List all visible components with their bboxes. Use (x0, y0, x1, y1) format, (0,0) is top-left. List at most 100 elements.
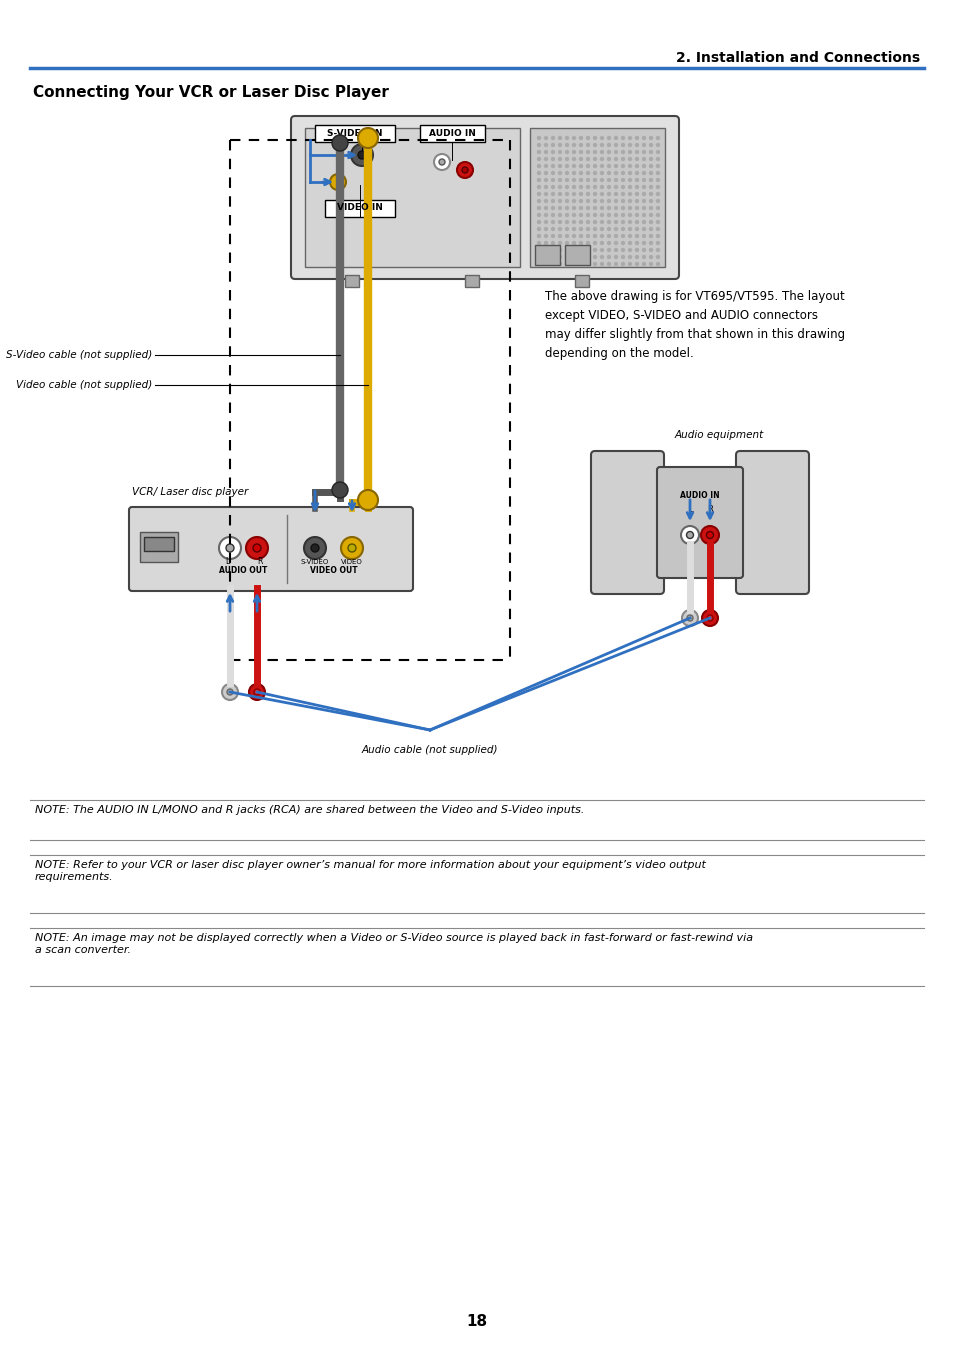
Circle shape (537, 221, 540, 224)
Circle shape (656, 241, 659, 244)
Circle shape (628, 143, 631, 147)
Circle shape (578, 213, 582, 217)
Circle shape (586, 241, 589, 244)
Circle shape (635, 228, 638, 231)
Circle shape (614, 143, 617, 147)
Circle shape (641, 158, 645, 160)
Circle shape (572, 151, 575, 154)
Circle shape (701, 611, 718, 625)
Circle shape (578, 235, 582, 237)
Circle shape (599, 171, 603, 174)
Circle shape (578, 200, 582, 202)
Circle shape (656, 221, 659, 224)
Circle shape (551, 235, 554, 237)
Circle shape (544, 143, 547, 147)
Circle shape (565, 143, 568, 147)
Circle shape (599, 228, 603, 231)
Circle shape (544, 186, 547, 189)
Circle shape (351, 144, 373, 166)
Circle shape (656, 256, 659, 259)
Circle shape (551, 143, 554, 147)
Circle shape (593, 136, 596, 139)
Circle shape (599, 206, 603, 209)
Circle shape (614, 213, 617, 217)
Circle shape (593, 206, 596, 209)
Text: Audio equipment: Audio equipment (675, 430, 763, 439)
Circle shape (544, 158, 547, 160)
Circle shape (599, 263, 603, 266)
Circle shape (565, 151, 568, 154)
Circle shape (434, 154, 450, 170)
Circle shape (656, 143, 659, 147)
Circle shape (607, 248, 610, 252)
Circle shape (593, 200, 596, 202)
Circle shape (628, 263, 631, 266)
Circle shape (607, 186, 610, 189)
Text: Connecting Your VCR or Laser Disc Player: Connecting Your VCR or Laser Disc Player (33, 85, 389, 100)
Circle shape (628, 186, 631, 189)
Circle shape (219, 537, 241, 559)
Circle shape (332, 135, 348, 151)
Circle shape (628, 235, 631, 237)
Circle shape (558, 136, 561, 139)
Circle shape (628, 178, 631, 182)
Circle shape (572, 178, 575, 182)
Circle shape (357, 491, 377, 510)
Circle shape (332, 483, 348, 497)
Circle shape (614, 235, 617, 237)
Circle shape (614, 178, 617, 182)
Circle shape (656, 206, 659, 209)
Circle shape (620, 164, 624, 167)
Circle shape (620, 228, 624, 231)
Circle shape (572, 136, 575, 139)
Text: AUDIO IN: AUDIO IN (679, 491, 720, 500)
Circle shape (593, 256, 596, 259)
Circle shape (565, 235, 568, 237)
Circle shape (599, 221, 603, 224)
Circle shape (620, 193, 624, 195)
Circle shape (578, 193, 582, 195)
Circle shape (586, 158, 589, 160)
Circle shape (544, 248, 547, 252)
Circle shape (593, 164, 596, 167)
Circle shape (620, 256, 624, 259)
Text: NOTE: The AUDIO IN L/MONO and R jacks (RCA) are shared between the Video and S-V: NOTE: The AUDIO IN L/MONO and R jacks (R… (35, 805, 584, 816)
Circle shape (572, 171, 575, 174)
Text: NOTE: An image may not be displayed correctly when a Video or S-Video source is : NOTE: An image may not be displayed corr… (35, 933, 752, 954)
Circle shape (565, 178, 568, 182)
Circle shape (253, 689, 260, 696)
Circle shape (586, 256, 589, 259)
Circle shape (628, 200, 631, 202)
Circle shape (537, 256, 540, 259)
Circle shape (551, 136, 554, 139)
Circle shape (572, 228, 575, 231)
Circle shape (593, 193, 596, 195)
Circle shape (641, 171, 645, 174)
Circle shape (614, 193, 617, 195)
Circle shape (544, 193, 547, 195)
Text: Audio cable (not supplied): Audio cable (not supplied) (361, 745, 497, 755)
Circle shape (578, 151, 582, 154)
Circle shape (656, 213, 659, 217)
Circle shape (537, 136, 540, 139)
Circle shape (572, 186, 575, 189)
Circle shape (537, 158, 540, 160)
Text: R: R (257, 557, 262, 566)
Circle shape (558, 206, 561, 209)
Circle shape (686, 531, 693, 538)
Circle shape (544, 221, 547, 224)
Circle shape (628, 151, 631, 154)
Circle shape (628, 164, 631, 167)
Bar (419, 125, 484, 142)
Circle shape (565, 213, 568, 217)
Circle shape (641, 143, 645, 147)
Circle shape (635, 235, 638, 237)
Circle shape (614, 136, 617, 139)
Circle shape (706, 531, 713, 538)
Circle shape (537, 186, 540, 189)
Circle shape (641, 206, 645, 209)
FancyBboxPatch shape (657, 466, 742, 578)
Circle shape (593, 241, 596, 244)
Circle shape (607, 256, 610, 259)
Circle shape (586, 206, 589, 209)
